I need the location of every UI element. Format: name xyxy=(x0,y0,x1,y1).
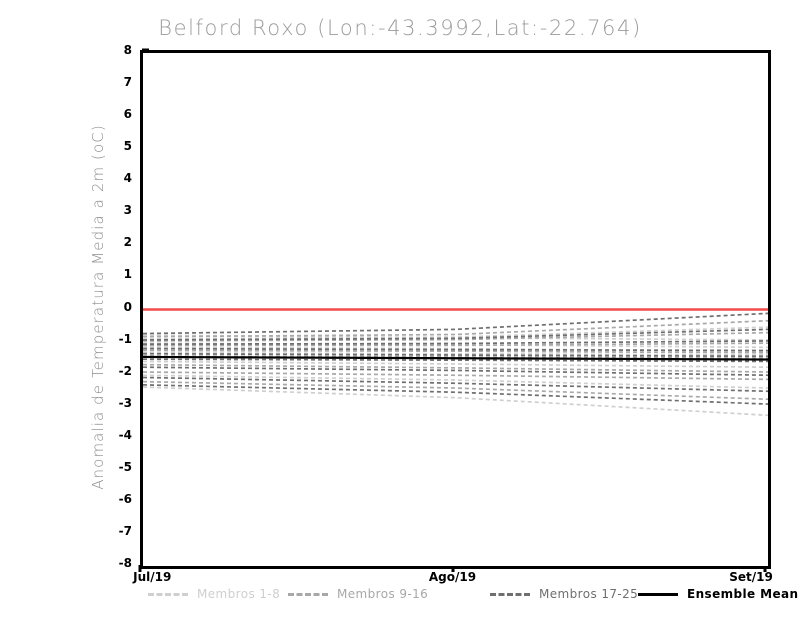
member-line xyxy=(143,380,768,401)
y-tick-label: 1 xyxy=(123,267,132,282)
member-line xyxy=(143,352,768,358)
series-lines xyxy=(143,308,768,417)
plot-canvas xyxy=(143,53,768,566)
member-line xyxy=(143,366,768,377)
member-line xyxy=(143,351,768,356)
member-line xyxy=(143,358,768,363)
legend-line-swatch xyxy=(638,592,678,596)
legend-item[interactable]: Membros 9-16 xyxy=(288,584,428,604)
legend-label: Ensemble Mean xyxy=(687,587,799,601)
y-tick-label: 4 xyxy=(123,171,132,186)
y-tick-label: 3 xyxy=(123,203,132,218)
member-line xyxy=(143,331,768,342)
x-tick-label: Jul/19 xyxy=(133,570,172,584)
y-tick-label: -6 xyxy=(118,491,132,506)
member-line xyxy=(143,363,768,373)
ensemble-mean-line xyxy=(143,355,768,361)
member-line xyxy=(143,371,768,381)
y-tick-label: -7 xyxy=(118,523,132,538)
member-line xyxy=(143,342,768,347)
x-tick-label: Ago/19 xyxy=(428,570,477,584)
y-tick-label: -5 xyxy=(118,459,132,474)
y-tick-label: -8 xyxy=(118,556,132,570)
member-line xyxy=(143,355,768,360)
y-tick-label: -4 xyxy=(118,427,132,442)
legend-line-swatch xyxy=(148,592,188,596)
legend-line-swatch xyxy=(490,592,530,596)
member-line xyxy=(143,349,768,354)
legend-item[interactable]: Ensemble Mean xyxy=(638,584,798,604)
legend-item[interactable]: Membros 17-25 xyxy=(490,584,638,604)
member-line xyxy=(143,360,768,369)
member-line xyxy=(143,319,768,338)
y-tick-label: 5 xyxy=(123,139,132,154)
member-line xyxy=(143,312,768,335)
x-tick-label: Set/19 xyxy=(729,570,773,584)
y-tick-label: 0 xyxy=(123,299,132,314)
legend-line-swatch xyxy=(288,592,328,596)
legend-label: Membros 1-8 xyxy=(197,587,281,601)
y-tick-label: -1 xyxy=(118,331,132,346)
member-line xyxy=(143,376,768,393)
member-line xyxy=(143,384,768,405)
member-line xyxy=(143,342,768,349)
y-tick-label: 2 xyxy=(123,235,132,250)
y-tick-label: -3 xyxy=(118,395,132,410)
member-line xyxy=(143,334,768,341)
member-line xyxy=(143,340,768,345)
page-title: Belford Roxo (Lon:-43.3992,Lat:-22.764) xyxy=(158,16,642,40)
y-tick-label: -2 xyxy=(118,363,132,378)
legend-label: Membros 9-16 xyxy=(337,587,429,601)
y-tick-label: 8 xyxy=(123,43,132,57)
y-tick-label: 7 xyxy=(123,75,132,90)
legend-item[interactable]: Membros 1-8 xyxy=(148,584,280,604)
member-line xyxy=(143,326,768,340)
member-line xyxy=(143,328,768,341)
y-tick-label: 6 xyxy=(123,107,132,122)
member-line xyxy=(143,347,768,352)
member-line xyxy=(143,386,768,417)
legend: Membros 1-8 Membros 9-16 Membros 17-25 Ense… xyxy=(140,584,798,604)
member-line xyxy=(143,374,768,389)
legend-label: Membros 17-25 xyxy=(539,587,639,601)
plot-frame xyxy=(140,50,771,569)
